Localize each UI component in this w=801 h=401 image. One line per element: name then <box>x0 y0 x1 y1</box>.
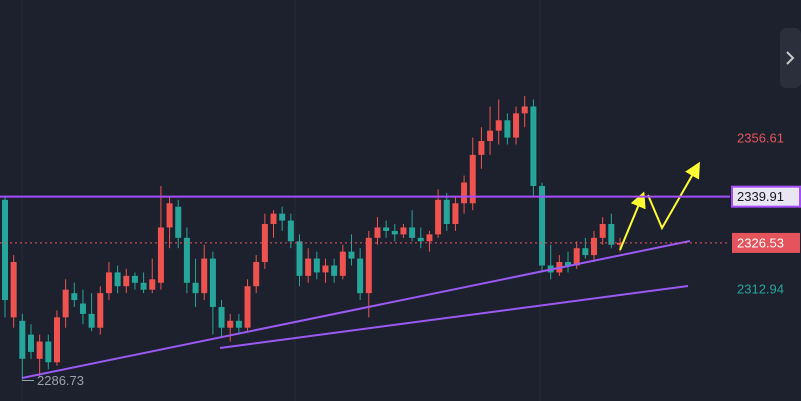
candle-body <box>565 262 572 266</box>
candle-body <box>114 272 121 287</box>
candle-body <box>322 265 329 273</box>
candle-body <box>374 227 381 238</box>
candle-body <box>521 106 528 114</box>
candle-body <box>608 224 615 245</box>
candle-body <box>426 234 433 242</box>
candle-body <box>157 227 164 283</box>
candle-body <box>339 251 346 276</box>
candle-body <box>539 185 546 266</box>
candle-body <box>71 293 78 301</box>
candle-body <box>270 213 277 225</box>
candle-body <box>19 320 26 359</box>
candle-body <box>599 224 606 238</box>
candle-body <box>131 275 138 283</box>
candle-body <box>313 258 320 273</box>
candle-body <box>45 341 52 363</box>
candle-body <box>279 213 286 221</box>
candle-body <box>495 120 502 131</box>
candle-body <box>573 248 580 266</box>
trend-line <box>219 285 689 349</box>
candle-body <box>287 220 294 242</box>
candle-body <box>383 227 390 231</box>
candle-body <box>513 113 520 138</box>
y-tick-label: 2312.94 <box>737 281 784 296</box>
candle-body <box>409 227 416 238</box>
candle-body <box>235 320 242 328</box>
y-tick-label: 2356.61 <box>737 130 784 145</box>
candle-body <box>192 282 199 294</box>
candle-body <box>261 224 268 263</box>
plot <box>2 96 623 380</box>
candle-body <box>331 265 338 276</box>
last-price-label: 2326.53 <box>737 235 784 250</box>
candle-body <box>79 303 86 314</box>
candle-body <box>123 275 130 287</box>
candle-body <box>227 320 234 328</box>
last-price-box <box>732 232 800 253</box>
candle-body <box>149 279 156 290</box>
candle-body <box>478 141 485 155</box>
candle-body <box>140 282 147 290</box>
resistance-label-box <box>731 185 801 208</box>
candle-body <box>97 293 104 328</box>
candle-body <box>443 199 450 225</box>
candle-body <box>591 237 598 256</box>
candle-body <box>391 230 398 235</box>
candle-body <box>417 237 424 242</box>
candle-body <box>582 248 589 256</box>
candle-body <box>88 313 95 328</box>
candle-body <box>617 242 623 245</box>
collapse-button[interactable] <box>780 28 801 88</box>
resistance-label: 2339.91 <box>737 189 784 204</box>
candle-body <box>357 258 364 294</box>
candle-body <box>469 154 476 204</box>
candle-body <box>452 203 459 225</box>
candle-body <box>400 227 407 235</box>
candle-body <box>435 199 442 235</box>
candle-body <box>36 341 43 359</box>
candle-body <box>348 251 355 259</box>
candle-body <box>244 286 251 328</box>
candle-body <box>365 237 372 294</box>
candle-body <box>183 237 190 283</box>
candle-body <box>305 258 312 276</box>
candle-body <box>10 262 17 318</box>
candle-body <box>62 289 69 318</box>
candle-body <box>201 258 208 294</box>
candle-body <box>105 272 112 294</box>
candle-body <box>504 120 511 138</box>
candle-body <box>530 106 537 186</box>
candle-body <box>175 206 182 238</box>
candle-body <box>166 203 173 228</box>
arrow <box>619 191 646 251</box>
candle-body <box>253 262 260 287</box>
low-label: 2286.73 <box>37 373 84 388</box>
candle-body <box>218 306 225 328</box>
candle-body <box>27 334 34 352</box>
candle-body <box>487 130 494 142</box>
candle-body <box>209 258 216 307</box>
candle-body <box>461 182 468 204</box>
candle-body <box>296 241 303 276</box>
candle-body <box>2 199 8 301</box>
candle-body <box>53 317 60 363</box>
trend-line <box>21 240 691 379</box>
arrow <box>647 161 700 231</box>
